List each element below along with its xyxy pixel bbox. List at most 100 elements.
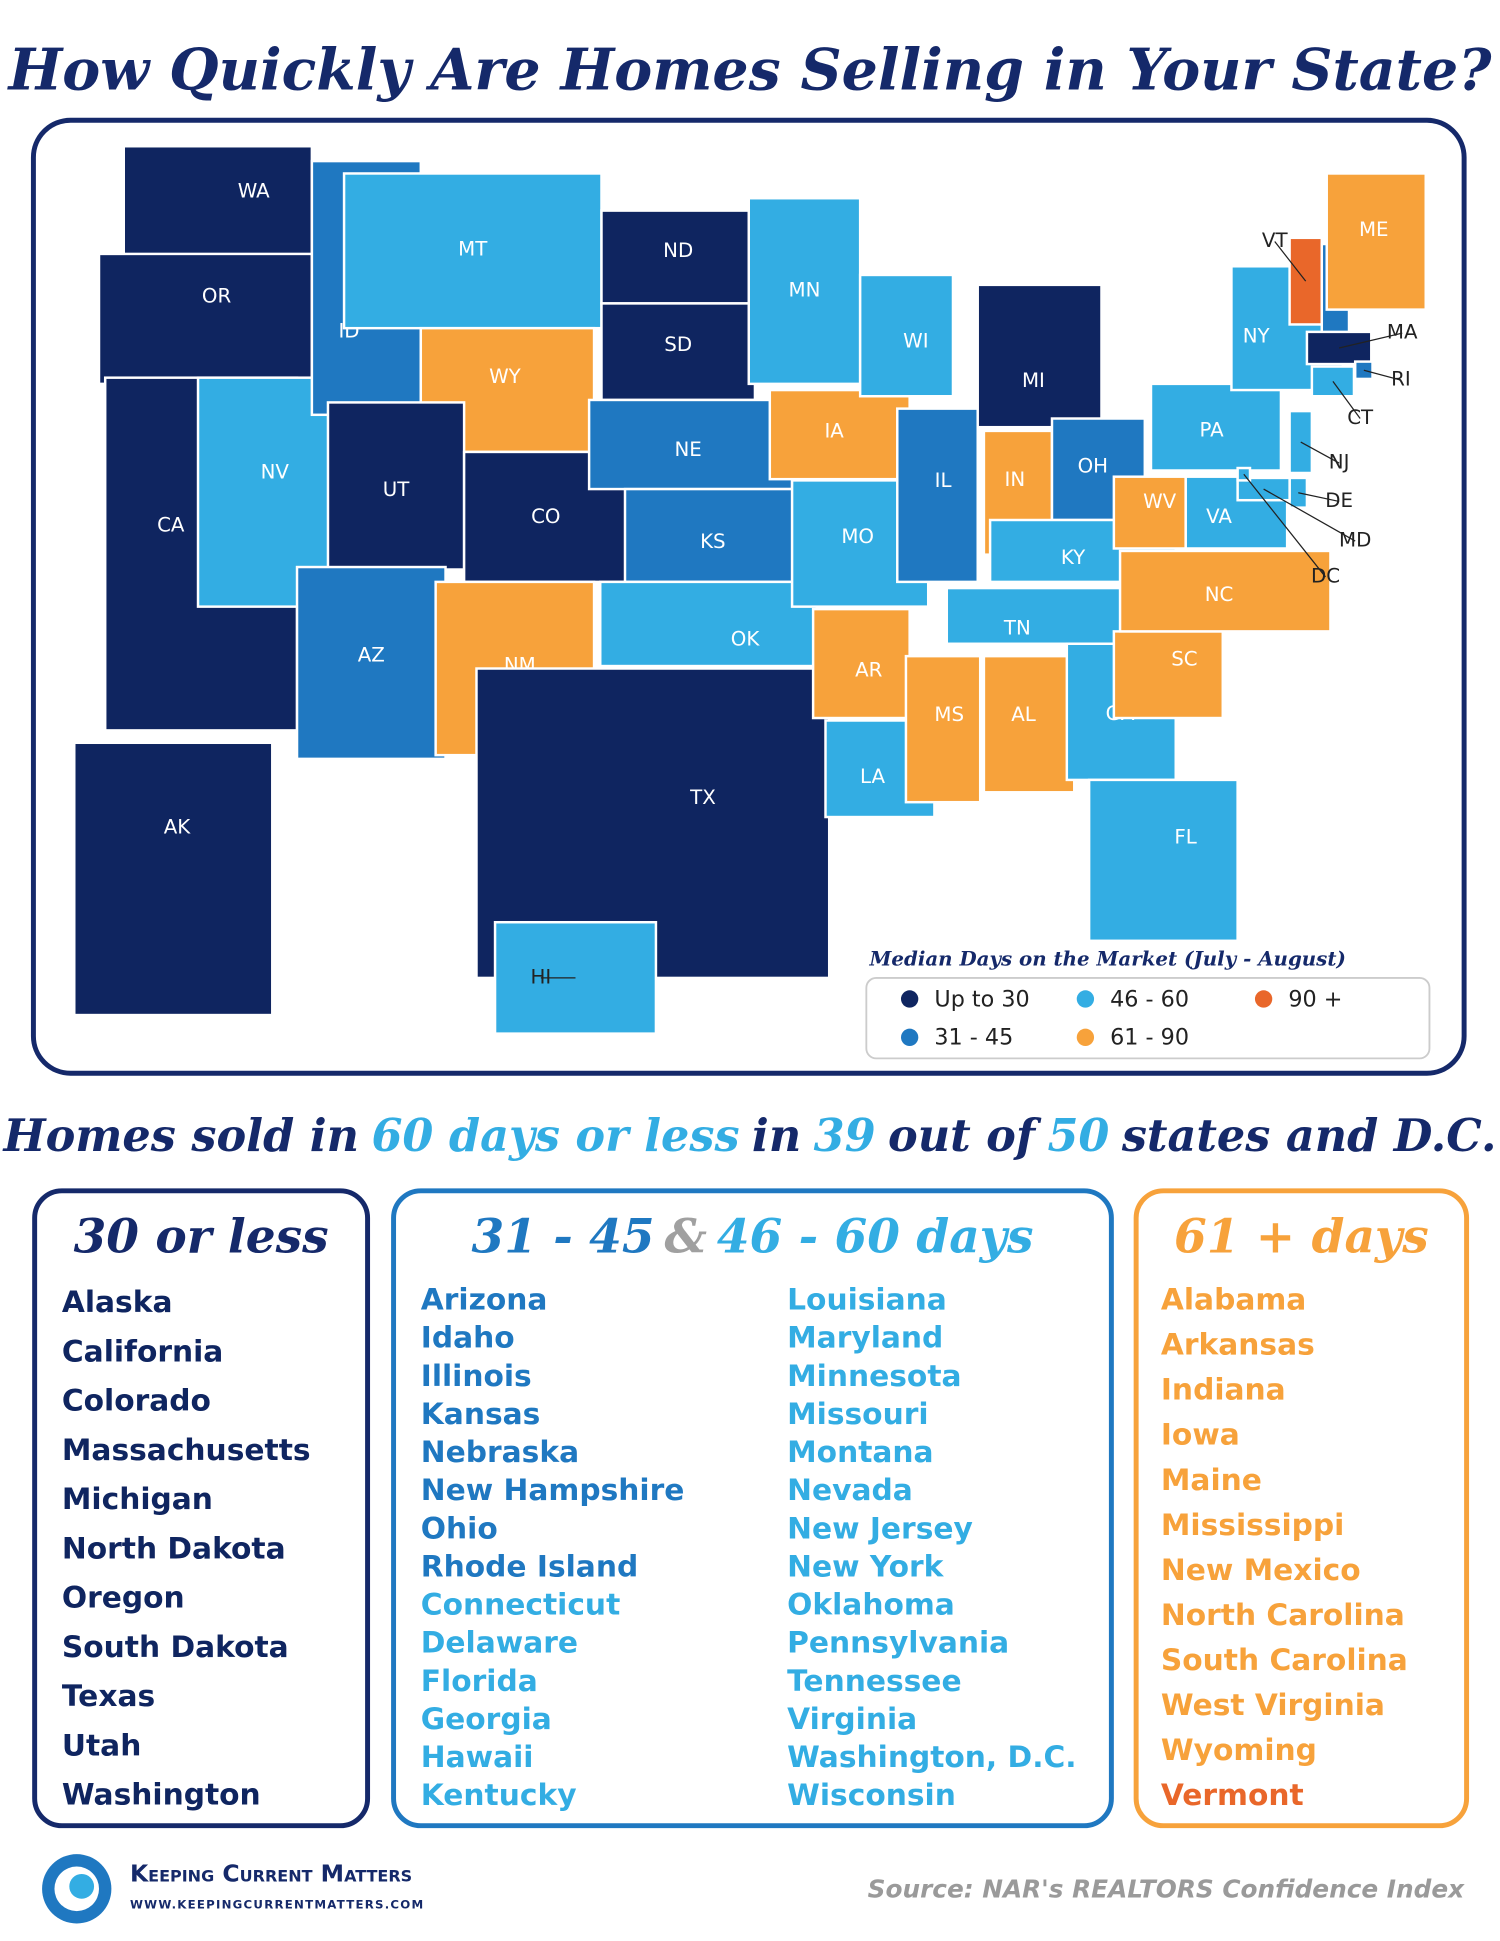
state-name: Arkansas bbox=[1161, 1328, 1315, 1363]
state-label: LA bbox=[860, 765, 885, 788]
state-name: New Mexico bbox=[1161, 1553, 1361, 1588]
state-label: WA bbox=[238, 180, 270, 203]
state bbox=[1112, 630, 1225, 720]
state-name: Alaska bbox=[62, 1285, 173, 1320]
state-name: Virginia bbox=[787, 1702, 917, 1737]
legend-label: 31 - 45 bbox=[934, 1025, 1013, 1051]
state-label: MT bbox=[458, 238, 488, 261]
headline-part: states and D.C. bbox=[1121, 1109, 1497, 1162]
state-name: California bbox=[62, 1334, 223, 1369]
state-label: CO bbox=[531, 505, 560, 528]
column-title-part: 31 - 45 bbox=[471, 1210, 654, 1265]
state bbox=[1305, 330, 1373, 366]
state-label: IL bbox=[935, 469, 952, 492]
state-name: Ohio bbox=[421, 1511, 498, 1546]
state-label: WY bbox=[489, 365, 522, 388]
state-name: Utah bbox=[62, 1728, 141, 1763]
column-title-part: & bbox=[664, 1210, 706, 1265]
state-label: CT bbox=[1347, 406, 1374, 429]
state-label: TN bbox=[1003, 616, 1031, 639]
state-name: Tennessee bbox=[787, 1664, 961, 1699]
legend: Up to 30 31 - 45 46 - 60 61 - 90 90 + bbox=[900, 986, 1342, 1051]
state-label: NY bbox=[1243, 324, 1271, 347]
state bbox=[599, 580, 819, 668]
legend-swatch bbox=[1076, 990, 1095, 1008]
state-label: DC bbox=[1311, 564, 1340, 587]
state-name: Indiana bbox=[1161, 1373, 1286, 1408]
state-name: Idaho bbox=[421, 1321, 515, 1356]
state-name: Arizona bbox=[421, 1283, 548, 1318]
state-label: RI bbox=[1391, 368, 1411, 391]
state-label: MI bbox=[1022, 369, 1045, 392]
state-label: WI bbox=[903, 329, 928, 352]
state bbox=[904, 654, 982, 804]
state-label: AR bbox=[855, 658, 883, 681]
state bbox=[1325, 172, 1427, 311]
column-box bbox=[391, 1188, 1114, 1829]
state-label: AK bbox=[164, 816, 192, 839]
state bbox=[747, 196, 862, 386]
state bbox=[1118, 549, 1332, 633]
state-label: NC bbox=[1205, 583, 1234, 606]
headline-part: out of bbox=[888, 1109, 1042, 1162]
column-box bbox=[32, 1188, 371, 1829]
leader-line bbox=[1243, 473, 1326, 578]
column-title-part: 46 - 60 days bbox=[717, 1210, 1034, 1265]
leader-line bbox=[1263, 488, 1356, 542]
state-label: MS bbox=[934, 703, 964, 726]
legend-title: Median Days on the Market (July - August… bbox=[868, 947, 1345, 971]
state-label: ND bbox=[663, 239, 693, 262]
state-name: Maryland bbox=[787, 1321, 943, 1356]
page-title: How Quickly Are Homes Selling in Your St… bbox=[6, 37, 1492, 103]
state-name: Maine bbox=[1161, 1463, 1262, 1498]
state-name: Washington, D.C. bbox=[787, 1740, 1076, 1775]
state-name: Hawaii bbox=[421, 1740, 534, 1775]
state bbox=[295, 565, 447, 761]
legend-swatch bbox=[1254, 990, 1273, 1008]
legend-label: 46 - 60 bbox=[1110, 986, 1189, 1012]
state-label: WV bbox=[1143, 490, 1177, 513]
column-title: 61 + days bbox=[1174, 1210, 1429, 1265]
state-label: OR bbox=[202, 285, 232, 308]
state-name: Nevada bbox=[787, 1473, 913, 1508]
state-label: AZ bbox=[358, 644, 385, 667]
state-name: Florida bbox=[421, 1664, 538, 1699]
state-label: VA bbox=[1206, 505, 1232, 528]
state bbox=[122, 145, 314, 266]
state-label: IN bbox=[1005, 468, 1026, 491]
legend-swatch bbox=[900, 1028, 919, 1046]
state-label: VT bbox=[1262, 229, 1289, 252]
state-label: FL bbox=[1174, 826, 1196, 849]
headline: Homes sold in 60 days or less in 39 out of 50… bbox=[2, 1109, 1497, 1162]
columns: 30 or less Alaska California Colorado Massac… bbox=[32, 1188, 1470, 1829]
state-name: Texas bbox=[62, 1679, 155, 1714]
state bbox=[896, 407, 979, 584]
state-name: West Virginia bbox=[1161, 1688, 1385, 1723]
state-name: South Carolina bbox=[1161, 1643, 1408, 1678]
legend-box bbox=[865, 976, 1431, 1060]
state-name: Colorado bbox=[62, 1384, 211, 1419]
leader-line bbox=[1300, 441, 1340, 464]
state-label: MD bbox=[1339, 529, 1371, 552]
source: Source: NAR's REALTORS Confidence Index bbox=[868, 1874, 1465, 1903]
state bbox=[587, 398, 794, 491]
headline-part: 39 bbox=[814, 1109, 876, 1162]
leader-line bbox=[1332, 381, 1361, 419]
state-label: OH bbox=[1078, 454, 1108, 477]
column-title-part: 30 or less bbox=[74, 1210, 329, 1265]
state-name: Missouri bbox=[787, 1397, 928, 1432]
state-label: KS bbox=[700, 530, 726, 553]
state-name: North Carolina bbox=[1161, 1598, 1405, 1633]
state-label: MA bbox=[1387, 321, 1418, 344]
state-label: AL bbox=[1011, 703, 1036, 726]
state-name: South Dakota bbox=[62, 1630, 289, 1665]
headline-part: Homes sold in bbox=[2, 1109, 360, 1162]
state-name: Alabama bbox=[1161, 1283, 1306, 1318]
state-name: Oregon bbox=[62, 1581, 185, 1616]
leader-line bbox=[1338, 332, 1403, 349]
leader-line bbox=[1363, 369, 1402, 381]
state bbox=[623, 487, 812, 584]
state-label: TX bbox=[689, 786, 716, 809]
state-label: HI bbox=[530, 965, 551, 988]
